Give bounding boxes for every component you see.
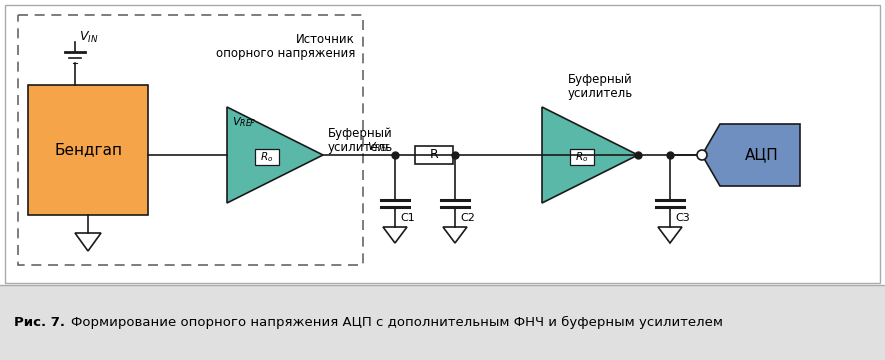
Text: C2: C2	[460, 213, 475, 223]
Text: C1: C1	[400, 213, 415, 223]
Polygon shape	[702, 124, 800, 186]
Text: $V_{REF}$: $V_{REF}$	[232, 115, 257, 129]
FancyBboxPatch shape	[5, 5, 880, 283]
FancyBboxPatch shape	[28, 85, 148, 215]
FancyBboxPatch shape	[415, 146, 453, 164]
Text: Источник: Источник	[296, 33, 355, 46]
FancyBboxPatch shape	[255, 149, 279, 165]
Polygon shape	[227, 107, 323, 203]
Polygon shape	[658, 227, 682, 243]
Text: усилитель: усилитель	[328, 140, 393, 153]
Polygon shape	[75, 233, 101, 251]
Text: Буферный: Буферный	[567, 72, 633, 85]
FancyBboxPatch shape	[570, 149, 594, 165]
Text: C3: C3	[675, 213, 689, 223]
Text: Буферный: Буферный	[328, 126, 393, 139]
Text: R: R	[429, 148, 438, 162]
Text: Рис. 7.: Рис. 7.	[14, 315, 65, 328]
Text: АЦП: АЦП	[745, 148, 779, 162]
Text: $R_o$: $R_o$	[260, 150, 273, 164]
FancyBboxPatch shape	[0, 285, 885, 360]
Circle shape	[697, 150, 707, 160]
Polygon shape	[542, 107, 638, 203]
Text: опорного напряжения: опорного напряжения	[216, 47, 355, 60]
Text: $V_{IN}$: $V_{IN}$	[79, 30, 98, 45]
Text: Бендгап: Бендгап	[54, 143, 122, 158]
Text: Формирование опорного напряжения АЦП с дополнительным ФНЧ и буферным усилителем: Формирование опорного напряжения АЦП с д…	[71, 315, 723, 329]
Polygon shape	[383, 227, 407, 243]
Text: $V_{REF}$: $V_{REF}$	[367, 140, 391, 154]
Text: усилитель: усилитель	[567, 86, 633, 99]
Polygon shape	[443, 227, 467, 243]
Text: $R_o$: $R_o$	[575, 150, 589, 164]
